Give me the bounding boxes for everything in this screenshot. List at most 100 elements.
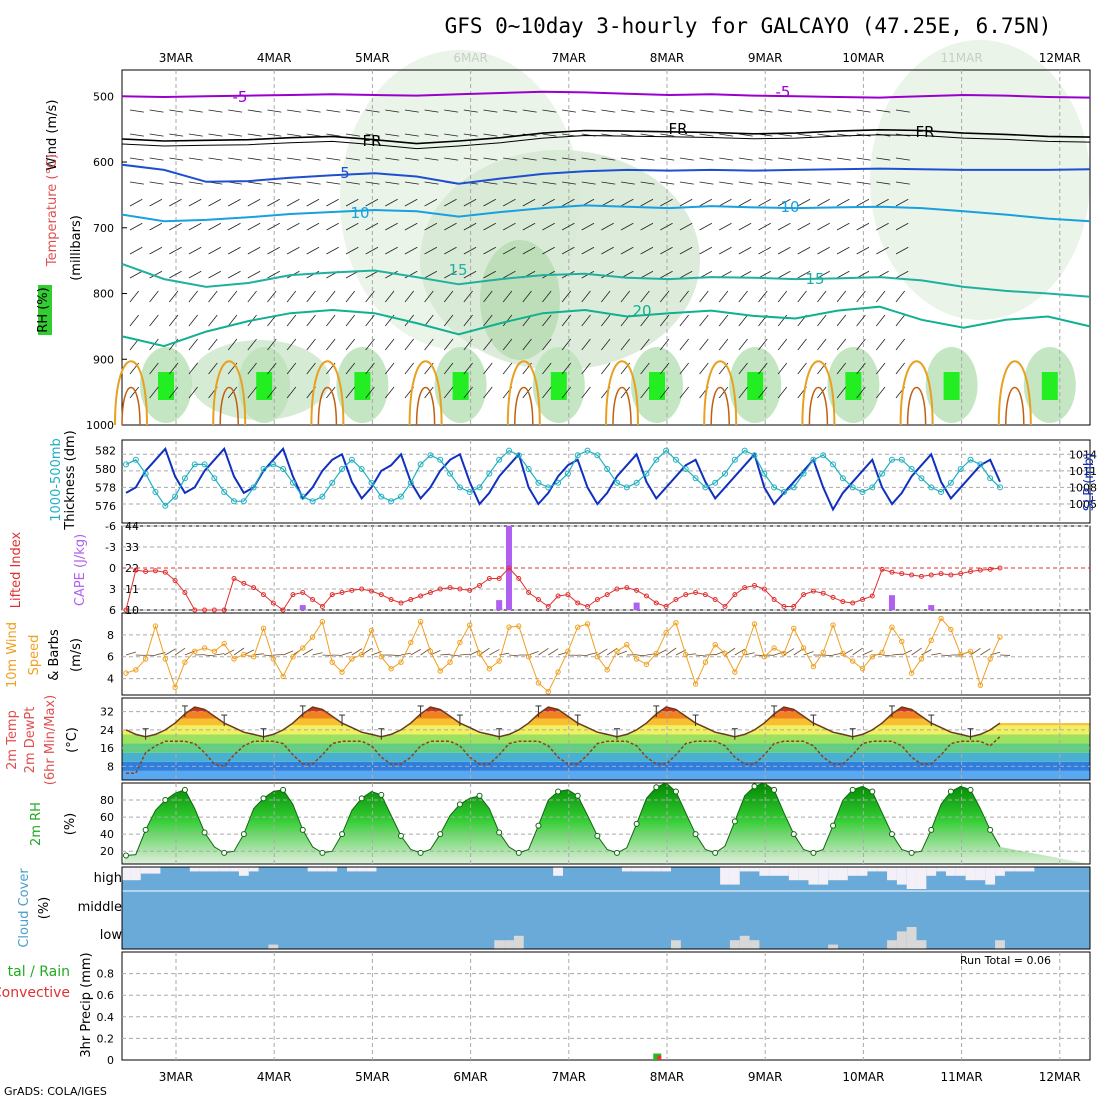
data-point: [211, 475, 218, 482]
wind-barb: [224, 649, 235, 656]
cape-tick-label: 33: [125, 541, 139, 554]
cloud-high-bar: [130, 867, 141, 881]
isotherm-label: FR: [668, 120, 687, 138]
wind-barb: [267, 181, 282, 185]
wind-barb: [640, 133, 655, 137]
data-point: [781, 650, 787, 657]
data-point: [329, 592, 335, 598]
cape-bar: [633, 602, 640, 610]
wind-barb: [640, 246, 654, 255]
wind-barb: [862, 650, 873, 656]
data-point: [790, 831, 797, 838]
data-point: [142, 470, 149, 477]
data-point: [437, 668, 443, 674]
wind-barb: [267, 198, 280, 207]
wind-barb: [483, 246, 496, 255]
wind-barb: [620, 198, 634, 207]
data-point: [447, 659, 453, 665]
wind-barb: [228, 246, 241, 255]
data-point: [358, 795, 365, 802]
wind-barb: [620, 290, 631, 303]
data-point: [574, 452, 581, 459]
cloud-high-bar: [965, 867, 976, 881]
wind-barb: [895, 362, 905, 375]
cloud-high-bar: [327, 867, 338, 872]
data-point: [221, 489, 228, 495]
wind-barb: [365, 133, 380, 137]
data-point: [142, 826, 149, 833]
data-point: [505, 447, 512, 454]
rh-high-shading: [158, 372, 174, 400]
wind-barb: [149, 290, 159, 303]
data-point: [761, 654, 767, 660]
panel-label: (m/s): [69, 638, 84, 672]
data-point: [280, 786, 287, 793]
bottom-date-label: 9MAR: [748, 1070, 783, 1084]
surface-isotherm: [212, 360, 247, 426]
surface-isotherm: [121, 387, 141, 426]
wind-barb: [777, 362, 788, 375]
wind-barb: [326, 338, 336, 351]
wind-barb: [149, 133, 164, 137]
cloud-high-bar: [150, 867, 161, 874]
wind-barb: [718, 290, 729, 303]
wind-barb: [385, 181, 400, 185]
wind-barb: [856, 338, 866, 351]
wind-barb: [856, 362, 866, 375]
panel-label: 1000-500mb: [49, 438, 64, 522]
wind-barb: [227, 338, 238, 351]
data-point: [771, 786, 778, 793]
cloud-high-bar: [641, 867, 652, 872]
rh-high-shading: [943, 372, 960, 400]
panel-label: (%): [37, 897, 52, 920]
slp-frame: [121, 439, 1091, 524]
data-point: [584, 621, 591, 627]
data-point: [152, 489, 159, 495]
wind-barb: [738, 133, 753, 137]
cloud-high-bar: [867, 867, 878, 872]
wind-barb: [581, 246, 595, 255]
wind-barb: [410, 648, 421, 656]
data-point: [192, 607, 198, 613]
wind-barb: [699, 362, 709, 375]
wind-barb: [306, 181, 321, 185]
panel-label: (millibars): [69, 215, 84, 281]
data-point: [604, 592, 610, 598]
data-point: [731, 456, 738, 463]
data-point: [987, 566, 993, 572]
data-point: [369, 588, 374, 594]
wind-barb: [286, 338, 297, 351]
wind-barb: [817, 246, 830, 255]
data-point: [663, 604, 669, 609]
surface-isotherm: [997, 360, 1032, 426]
wind-barb: [149, 198, 163, 207]
wind-barb: [542, 157, 557, 161]
data-point: [633, 820, 640, 827]
wind-barb: [267, 246, 280, 255]
panel-label: Cloud Cover: [17, 868, 32, 948]
wind-barb: [738, 362, 748, 375]
wind-barb: [522, 246, 536, 255]
data-point: [300, 590, 306, 595]
data-point: [486, 666, 493, 672]
data-point: [683, 592, 689, 598]
wind-barb: [326, 290, 336, 303]
cloud-low-bar: [906, 927, 917, 949]
wind-barb: [679, 386, 689, 399]
wind-barb: [502, 338, 513, 351]
panel-label: Speed: [27, 635, 42, 676]
data-point: [300, 645, 306, 651]
data-point: [801, 592, 807, 598]
wind-barb: [287, 157, 302, 161]
wind-barb: [699, 181, 714, 185]
wind-barb: [286, 362, 297, 375]
wind-barb: [129, 386, 140, 399]
wind-barb: [699, 133, 714, 137]
wind-barb: [247, 338, 257, 351]
data-point: [761, 470, 768, 477]
wind-barb: [852, 647, 863, 656]
wind-barb: [856, 109, 871, 113]
data-point: [368, 479, 375, 486]
panel-label: 2m DewPt: [23, 707, 38, 774]
